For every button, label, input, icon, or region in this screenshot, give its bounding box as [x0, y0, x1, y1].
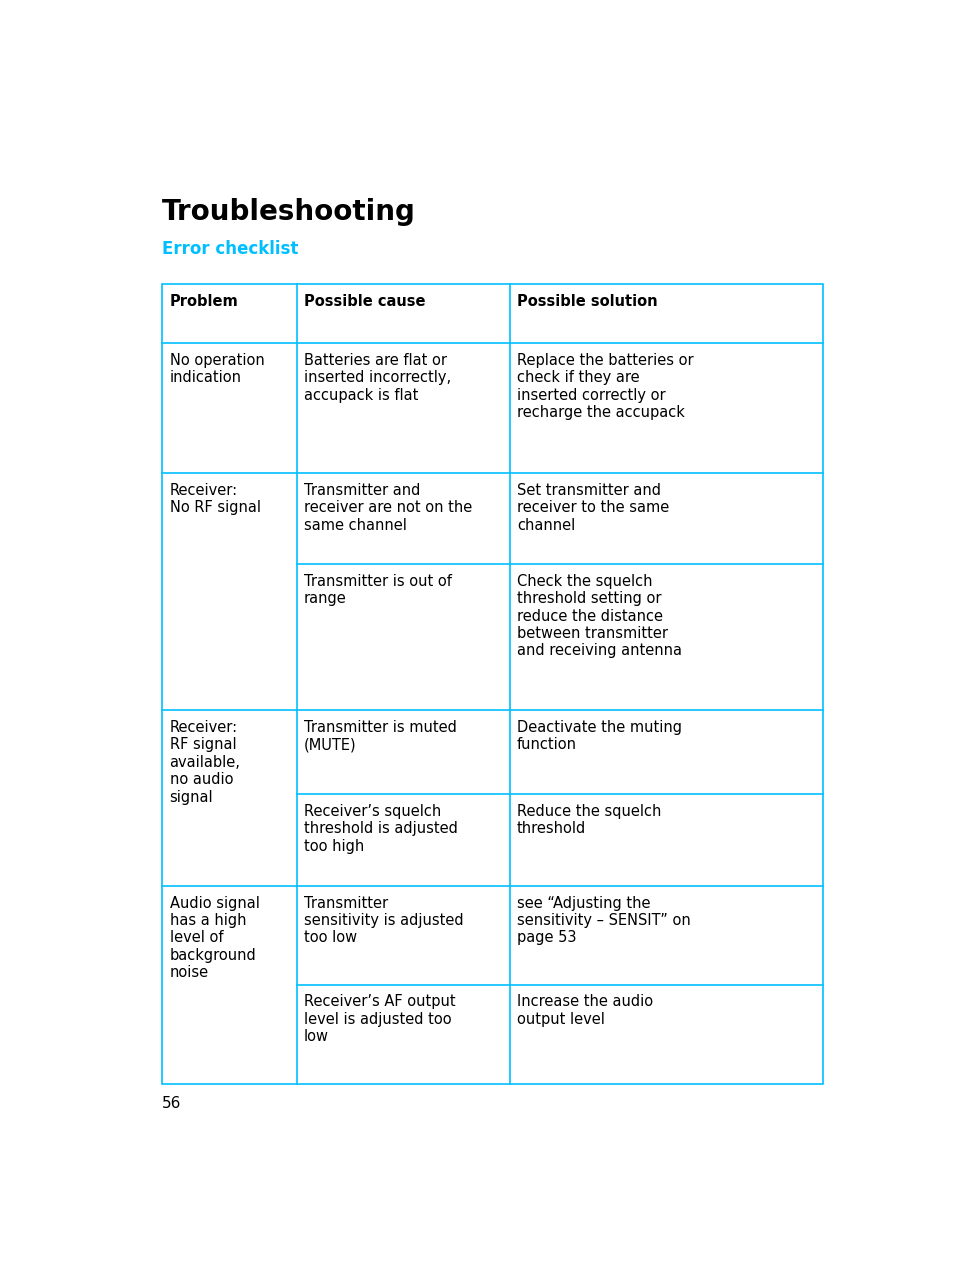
Text: Audio signal
has a high
level of
background
noise: Audio signal has a high level of backgro…: [170, 896, 259, 981]
Text: 56: 56: [162, 1096, 181, 1111]
Text: Receiver’s AF output
level is adjusted too
low: Receiver’s AF output level is adjusted t…: [304, 995, 456, 1045]
Text: No operation
indication: No operation indication: [170, 353, 264, 385]
Text: Replace the batteries or
check if they are
inserted correctly or
recharge the ac: Replace the batteries or check if they a…: [517, 353, 693, 420]
Text: Transmitter and
receiver are not on the
same channel: Transmitter and receiver are not on the …: [304, 483, 472, 533]
Text: Possible cause: Possible cause: [304, 294, 425, 309]
Text: Transmitter
sensitivity is adjusted
too low: Transmitter sensitivity is adjusted too …: [304, 896, 463, 946]
Text: Receiver’s squelch
threshold is adjusted
too high: Receiver’s squelch threshold is adjusted…: [304, 804, 457, 854]
Text: Troubleshooting: Troubleshooting: [162, 199, 416, 226]
Text: Receiver:
No RF signal: Receiver: No RF signal: [170, 483, 260, 515]
Text: Problem: Problem: [170, 294, 238, 309]
Text: see “Adjusting the
sensitivity – SENSIT” on
page 53: see “Adjusting the sensitivity – SENSIT”…: [517, 896, 690, 946]
Text: Check the squelch
threshold setting or
reduce the distance
between transmitter
a: Check the squelch threshold setting or r…: [517, 574, 681, 659]
Text: Transmitter is muted
(MUTE): Transmitter is muted (MUTE): [304, 720, 456, 753]
Text: Transmitter is out of
range: Transmitter is out of range: [304, 574, 452, 606]
Text: Deactivate the muting
function: Deactivate the muting function: [517, 720, 681, 753]
Text: Error checklist: Error checklist: [162, 240, 298, 258]
Text: Possible solution: Possible solution: [517, 294, 657, 309]
Text: Set transmitter and
receiver to the same
channel: Set transmitter and receiver to the same…: [517, 483, 669, 533]
Text: Reduce the squelch
threshold: Reduce the squelch threshold: [517, 804, 660, 836]
Text: Increase the audio
output level: Increase the audio output level: [517, 995, 653, 1027]
Text: Receiver:
RF signal
available,
no audio
signal: Receiver: RF signal available, no audio …: [170, 720, 240, 805]
Bar: [162, 285, 822, 1083]
Text: Batteries are flat or
inserted incorrectly,
accupack is flat: Batteries are flat or inserted incorrect…: [304, 353, 451, 403]
